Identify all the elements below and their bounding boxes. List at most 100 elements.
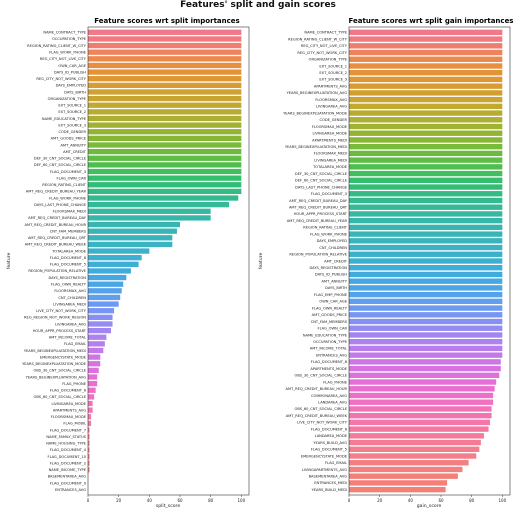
gain-feature-label: EXT_SOURCE_1 — [319, 64, 347, 68]
split-bar — [88, 453, 90, 460]
gain-bar — [349, 480, 448, 486]
gain-feature-label: CNT_CHILDREN — [319, 246, 347, 250]
split-feature-label: DEF_60_CNT_SOCIAL_CIRCLE — [34, 163, 87, 167]
gain-bar — [349, 36, 503, 42]
split-bar — [88, 467, 90, 473]
gain-bar — [349, 318, 503, 325]
gain-bar — [349, 372, 500, 379]
gain-bar — [349, 211, 503, 217]
split-bar — [88, 248, 150, 254]
split-feature-label: FLAG_DOCUMENT_6 — [50, 389, 87, 393]
gain-feature-label: FLAG_DOCUMENT_8 — [311, 360, 348, 364]
split-bar — [88, 321, 113, 327]
split-bar — [88, 301, 119, 307]
gain-feature-label: FLAG_EMP_PHONE — [314, 293, 348, 297]
gain-bar — [349, 399, 494, 405]
gain-feature-label: FLAG_OWN_REALTY — [312, 306, 348, 310]
gain-bar — [349, 365, 501, 372]
split-feature-label: FLAG_OWN_REALTY — [51, 283, 87, 287]
gain-feature-label: AMT_GOODS_PRICE — [312, 313, 348, 317]
gain-feature-label: OCCUPATION_TYPE — [313, 340, 348, 344]
split-bar — [88, 255, 142, 261]
split-feature-label: REG_CITY_NOT_WORK_CITY — [36, 77, 86, 81]
gain-x-tick-label: 80 — [469, 498, 475, 503]
split-feature-label: FLAG_DOCUMENT_9 — [50, 481, 87, 485]
split-feature-label: FLAG_PHONE — [62, 382, 87, 386]
split-feature-label: AMT_CREDIT — [63, 150, 87, 154]
gain-bars — [349, 29, 503, 493]
gain-bar — [349, 278, 503, 284]
split-feature-label: AMT_INCOME_TOTAL — [49, 336, 86, 340]
gain-bar — [349, 412, 492, 419]
split-feature-label: NAME_INCOME_TYPE — [49, 468, 87, 472]
split-feature-label: DAYS_EMPLOYED — [56, 84, 87, 88]
split-x-tick-label: 100 — [238, 498, 246, 503]
gain-feature-label: FLOORSMAX_MEDI — [314, 152, 347, 156]
split-feature-label: LIVINGAREA_MEDI — [53, 302, 86, 306]
gain-bar — [349, 305, 503, 311]
split-bar — [88, 235, 173, 241]
split-feature-label: OWN_CAR_AGE — [58, 64, 86, 68]
split-feature-label: REGION_RATING_CLIENT_W_CITY — [27, 44, 87, 48]
split-bar — [88, 414, 92, 420]
gain-bar — [349, 251, 503, 257]
gain-feature-label: CODE_GENDER — [320, 118, 348, 122]
split-y-axis-label: feature — [6, 253, 12, 270]
gain-feature-label: LANDAREA_MODE — [315, 434, 348, 438]
gain-feature-label: FLAG_WORK_PHONE — [310, 232, 348, 236]
split-bar — [88, 361, 101, 367]
split-feature-label: REG_REGION_NOT_WORK_REGION — [24, 316, 86, 320]
gain-x-tick-label: 60 — [438, 498, 444, 503]
split-feature-label: ENTRANCES_AVG — [55, 488, 86, 492]
gain-bar — [349, 137, 503, 143]
split-feature-label: DAYS_ID_PUBLISH — [54, 70, 86, 74]
gain-bar — [349, 446, 480, 452]
split-bar — [88, 215, 211, 221]
gain-bar — [349, 143, 503, 150]
split-feature-label: NAME_HOUSING_TYPE — [46, 442, 87, 446]
split-feature-label: APARTMENTS_AVG — [53, 408, 86, 412]
gain-feature-label: EXT_SOURCE_2 — [319, 71, 347, 75]
split-feature-labels: NAME_CONTRACT_TYPE OCCUPATION_TYPE REGION_… — [22, 31, 87, 492]
gain-feature-label: AMT_REQ_CREDIT_BUREAU_DAY — [289, 199, 348, 203]
split-bars — [88, 29, 242, 473]
gain-x-tick-label: 100 — [499, 498, 507, 503]
gain-feature-label: EXT_SOURCE_3 — [319, 78, 347, 82]
gain-feature-label: DAYS_BIRTH — [325, 286, 347, 290]
split-feature-label: OBS_60_CNT_SOCIAL_CIRCLE — [34, 395, 87, 399]
split-bar — [88, 440, 90, 446]
gain-feature-label: FLAG_OWN_CAR — [318, 327, 348, 331]
split-bar — [88, 69, 242, 75]
split-bar — [88, 387, 96, 393]
gain-feature-label: LIVE_CITY_NOT_WORK_CITY — [297, 421, 348, 425]
split-bar — [88, 162, 242, 168]
split-bar — [88, 56, 242, 62]
gain-feature-label: YEARS_BEGINEXPLUATATION_AVG — [287, 91, 348, 95]
gain-feature-label: DAYS_ID_PUBLISH — [315, 273, 347, 277]
gain-bar — [349, 453, 477, 459]
gain-feature-label: AMT_REQ_CREDIT_BUREAU_QRT — [289, 206, 348, 210]
split-feature-label: FLAG_DOCUMENT_8 — [50, 256, 87, 260]
split-feature-label: FLAG_EMAIL — [64, 342, 86, 346]
gain-feature-label: REGION_RATING_CLIENT_W_CITY — [288, 37, 348, 41]
gain-bar — [349, 170, 503, 177]
split-bar — [88, 195, 239, 201]
gain-feature-label: DAYS_EMPLOYED — [317, 239, 348, 243]
split-bar — [88, 308, 115, 314]
split-bar — [88, 129, 242, 135]
gain-bar — [349, 285, 503, 291]
split-feature-label: EXT_SOURCE_2 — [58, 110, 86, 114]
split-feature-label: FLOORSMAX_AVG — [54, 289, 86, 293]
split-feature-label: LIVINGAREA_MODE — [51, 402, 86, 406]
split-feature-label: FLAG_DOCUMENT_10 — [48, 455, 87, 459]
split-bar — [88, 102, 242, 108]
gain-bar — [349, 332, 503, 338]
split-bar — [88, 109, 242, 115]
gain-bar — [349, 130, 503, 136]
gain-feature-label: LIVINGAPARTMENTS_AVG — [302, 468, 347, 472]
split-bar — [88, 62, 242, 69]
split-feature-label: DAYS_BIRTH — [64, 90, 86, 94]
split-bar — [88, 142, 242, 148]
split-bar — [88, 394, 95, 400]
split-x-tick-label: 0 — [87, 498, 90, 503]
